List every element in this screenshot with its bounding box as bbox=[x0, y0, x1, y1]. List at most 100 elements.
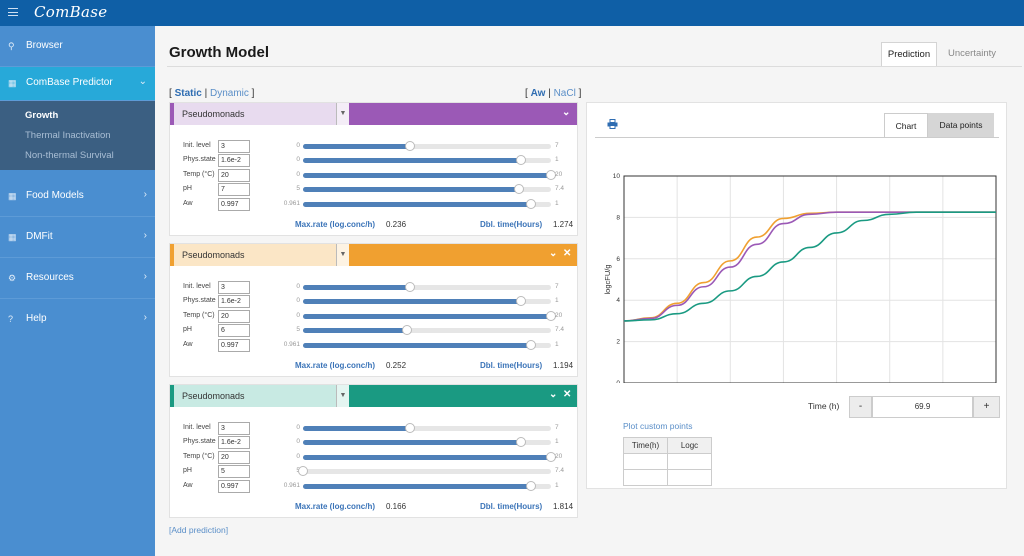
chevron-down-icon[interactable]: ▼ bbox=[336, 103, 349, 125]
collapse-icon[interactable]: ⌄ bbox=[562, 107, 571, 118]
slider-handle[interactable] bbox=[526, 340, 537, 350]
plot-custom-points-link[interactable]: Plot custom points bbox=[623, 421, 693, 431]
time-label: Time (h) bbox=[808, 401, 840, 411]
slider-handle[interactable] bbox=[402, 325, 413, 335]
sidebar-item-resources[interactable]: ⚙ Resources › bbox=[0, 258, 155, 299]
sidebar-item-food-models[interactable]: ▦ Food Models › bbox=[0, 176, 155, 217]
init-level-slider[interactable] bbox=[303, 141, 551, 151]
temp-input[interactable]: 20 bbox=[218, 310, 250, 323]
slider-handle[interactable] bbox=[526, 199, 537, 209]
sidebar-item-help[interactable]: ? Help › bbox=[0, 299, 155, 340]
phys-state-input[interactable]: 1.6e-2 bbox=[218, 295, 250, 308]
phys-state-slider[interactable] bbox=[303, 155, 551, 165]
slider-handle[interactable] bbox=[404, 141, 415, 151]
aw-slider[interactable] bbox=[303, 199, 551, 209]
range-min: 0 bbox=[296, 283, 300, 290]
slider-handle[interactable] bbox=[516, 155, 527, 165]
sidebar-item-label: DMFit bbox=[26, 231, 53, 242]
aw-link[interactable]: Aw bbox=[530, 88, 546, 99]
temp-slider[interactable] bbox=[303, 452, 556, 462]
organism-select[interactable]: Pseudomonads bbox=[174, 103, 349, 125]
slider-handle[interactable] bbox=[404, 282, 415, 292]
submenu-item-growth[interactable]: Growth bbox=[25, 110, 59, 121]
sidebar-item-dmfit[interactable]: ▦ DMFit › bbox=[0, 217, 155, 258]
range-max: 7 bbox=[555, 142, 559, 149]
menu-icon[interactable] bbox=[8, 8, 18, 16]
table-cell[interactable] bbox=[623, 469, 668, 486]
slider-handle[interactable] bbox=[516, 296, 527, 306]
slider-handle[interactable] bbox=[404, 423, 415, 433]
table-cell[interactable] bbox=[667, 453, 712, 470]
slider-handle[interactable] bbox=[546, 452, 556, 462]
max-rate-value: 0.236 bbox=[386, 220, 407, 229]
sidebar-item-combase-predictor[interactable]: ▦ ComBase Predictor ⌄ bbox=[0, 67, 155, 101]
aw-slider[interactable] bbox=[303, 340, 551, 350]
range-max: 1 bbox=[555, 156, 559, 163]
add-prediction-link[interactable]: [Add prediction] bbox=[169, 525, 229, 535]
slider-handle[interactable] bbox=[516, 437, 527, 447]
tab-prediction[interactable]: Prediction bbox=[881, 42, 937, 66]
dynamic-link[interactable]: Dynamic bbox=[209, 88, 249, 99]
tab-uncertainty[interactable]: Uncertainty bbox=[947, 48, 997, 59]
static-link[interactable]: Static bbox=[174, 88, 202, 99]
growth-chart: 01020304050600246810logcFU/g bbox=[603, 173, 997, 383]
temp-slider[interactable] bbox=[303, 311, 556, 321]
init-level-input[interactable]: 3 bbox=[218, 281, 250, 294]
temp-input[interactable]: 20 bbox=[218, 451, 250, 464]
ph-input[interactable]: 6 bbox=[218, 324, 250, 337]
ph-input[interactable]: 5 bbox=[218, 465, 250, 478]
organism-select[interactable]: Pseudomonads bbox=[174, 385, 349, 407]
init-level-input[interactable]: 3 bbox=[218, 422, 250, 435]
slider-handle[interactable] bbox=[298, 466, 308, 476]
ph-slider[interactable] bbox=[298, 466, 551, 476]
aw-input[interactable]: 0.997 bbox=[218, 480, 250, 493]
phys-state-input[interactable]: 1.6e-2 bbox=[218, 436, 250, 449]
submenu-item-thermal-inactivation[interactable]: Thermal Inactivation bbox=[25, 130, 111, 141]
ph-input[interactable]: 7 bbox=[218, 183, 250, 196]
temp-input[interactable]: 20 bbox=[218, 169, 250, 182]
phys-state-input[interactable]: 1.6e-2 bbox=[218, 154, 250, 167]
time-input[interactable]: 69.9 bbox=[872, 396, 973, 418]
separator: | bbox=[548, 88, 551, 99]
ph-slider[interactable] bbox=[303, 325, 551, 335]
phys-state-slider[interactable] bbox=[303, 437, 551, 447]
slider-fill bbox=[303, 314, 551, 319]
app-logo[interactable]: ComBase bbox=[34, 3, 108, 21]
phys-state-slider[interactable] bbox=[303, 296, 551, 306]
max-rate-label: Max.rate (log.conc/h) bbox=[295, 361, 376, 370]
table-cell[interactable] bbox=[667, 469, 712, 486]
submenu-item-non-thermal-survival[interactable]: Non-thermal Survival bbox=[25, 150, 114, 161]
tab-data-points[interactable]: Data points bbox=[928, 113, 994, 137]
slider-handle[interactable] bbox=[513, 184, 524, 194]
table-cell[interactable] bbox=[623, 453, 668, 470]
range-max: 1 bbox=[555, 297, 559, 304]
collapse-icon[interactable]: ⌄ bbox=[549, 248, 558, 259]
slider-handle[interactable] bbox=[526, 481, 537, 491]
close-icon[interactable]: ✕ bbox=[563, 389, 572, 400]
ph-slider[interactable] bbox=[303, 184, 551, 194]
time-increment-button[interactable]: + bbox=[973, 396, 1000, 418]
aw-input[interactable]: 0.997 bbox=[218, 339, 250, 352]
init-level-slider[interactable] bbox=[303, 423, 551, 433]
chevron-down-icon[interactable]: ▼ bbox=[336, 385, 349, 407]
nacl-link[interactable]: NaCl bbox=[553, 88, 576, 99]
aw-slider[interactable] bbox=[303, 481, 551, 491]
range-min: 0 bbox=[296, 424, 300, 431]
print-icon[interactable] bbox=[607, 119, 618, 129]
time-decrement-button[interactable]: - bbox=[849, 396, 872, 418]
range-min: 0.961 bbox=[283, 341, 300, 348]
temp-slider[interactable] bbox=[303, 170, 556, 180]
close-icon[interactable]: ✕ bbox=[563, 248, 572, 259]
collapse-icon[interactable]: ⌄ bbox=[549, 389, 558, 400]
sidebar-item-browser[interactable]: ⚲ Browser bbox=[0, 26, 155, 67]
init-level-input[interactable]: 3 bbox=[218, 140, 250, 153]
aw-input[interactable]: 0.997 bbox=[218, 198, 250, 211]
chevron-down-icon[interactable]: ▼ bbox=[336, 244, 349, 266]
prediction-header: Pseudomonads ▼ ⌄ ✕ bbox=[170, 244, 577, 266]
slider-handle[interactable] bbox=[546, 170, 556, 180]
tab-chart[interactable]: Chart bbox=[884, 113, 928, 137]
init-level-slider[interactable] bbox=[303, 282, 551, 292]
organism-select[interactable]: Pseudomonads bbox=[174, 244, 349, 266]
slider-handle[interactable] bbox=[546, 311, 556, 321]
prediction-color-bar: ⌄ ✕ bbox=[349, 244, 577, 266]
